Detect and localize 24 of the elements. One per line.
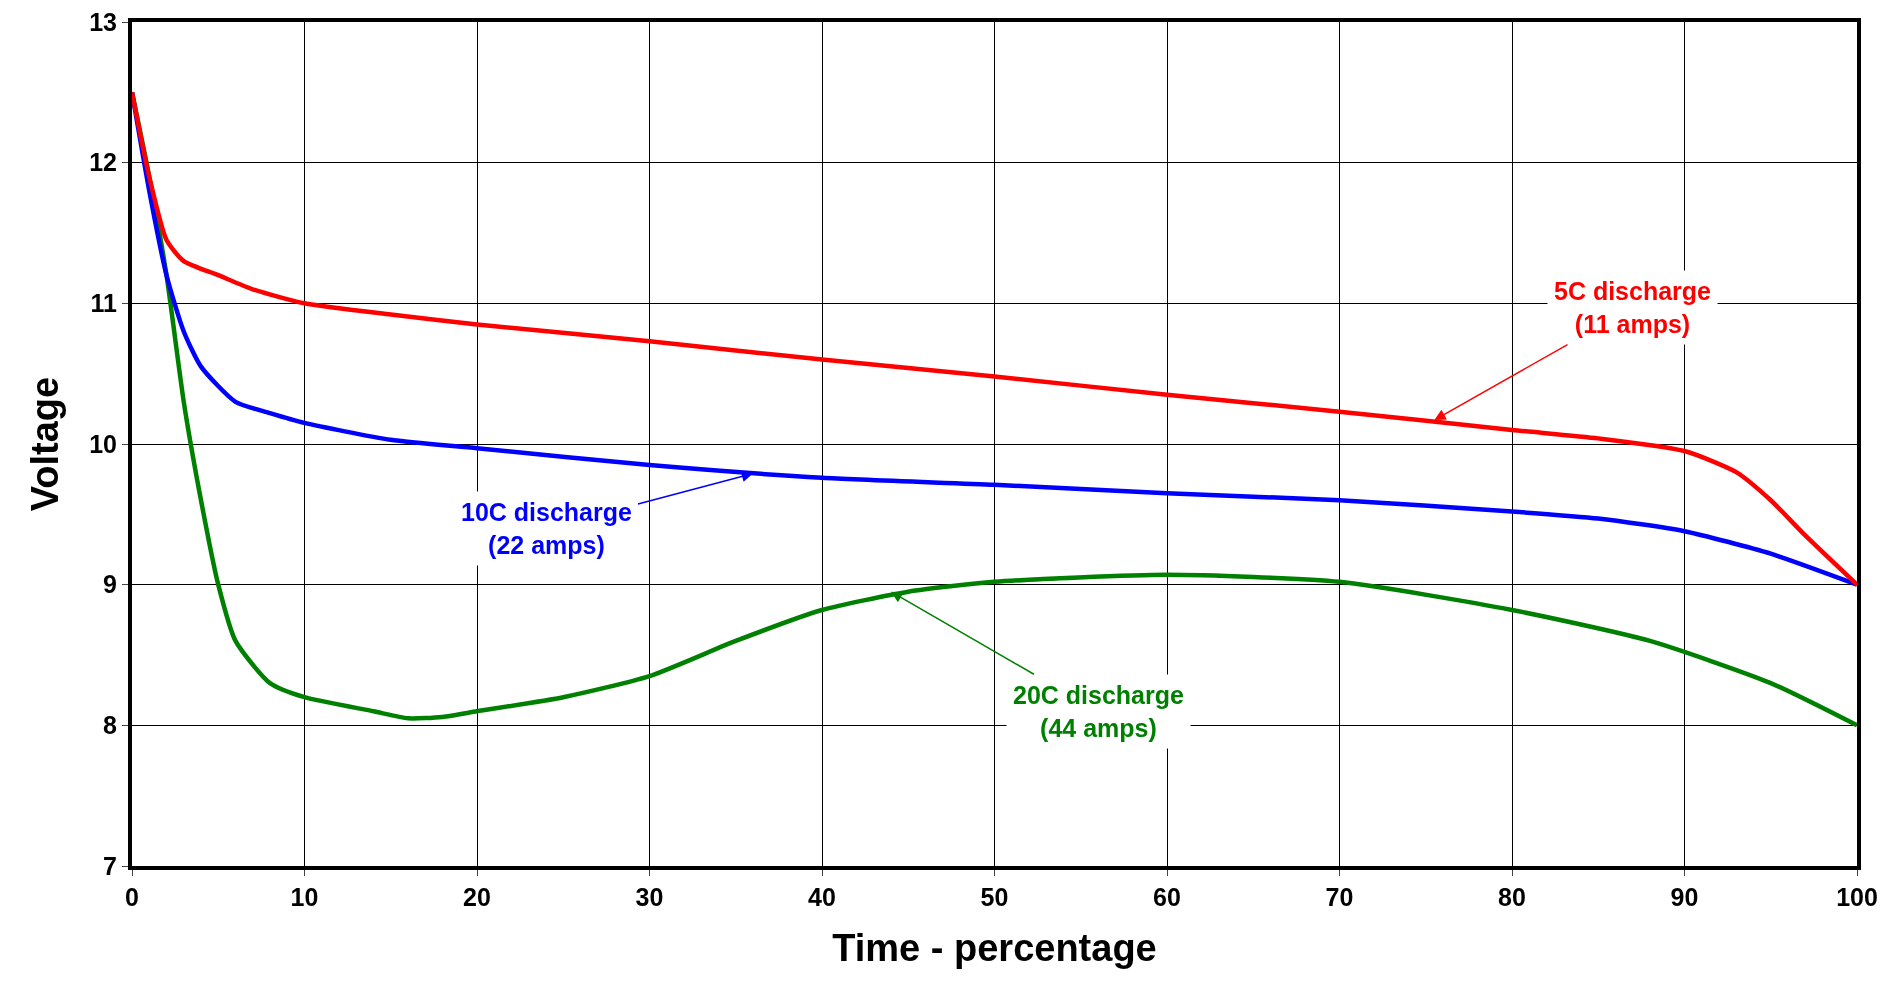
y-tick-label: 7 [103, 851, 117, 880]
y-tick-label: 8 [103, 711, 118, 740]
x-tick-label: 70 [1325, 883, 1354, 911]
annotation: 20C discharge (44 amps) [1013, 681, 1185, 742]
x-tick-label: 10 [290, 883, 319, 911]
x-tick-label: 90 [1670, 883, 1699, 911]
x-tick-label: 100 [1836, 883, 1878, 911]
y-tick-label: 13 [89, 7, 117, 36]
y-axis-title: Voltage [23, 376, 66, 512]
x-tick-label: 0 [125, 883, 139, 911]
y-tick-label: 11 [90, 289, 118, 318]
x-tick-label: 20 [463, 883, 491, 911]
y-tick-label: 10 [89, 429, 117, 458]
y-tick-label: 9 [103, 570, 117, 599]
y-tick-label: 12 [89, 148, 117, 177]
annotation: 5C discharge (11 amps) [1554, 277, 1712, 338]
x-tick-label: 40 [808, 883, 836, 911]
x-tick-label: 30 [635, 883, 664, 911]
annotation: 10C discharge (22 amps) [461, 498, 633, 559]
x-tick-label: 50 [980, 883, 1009, 911]
x-tick-label: 60 [1153, 883, 1181, 911]
x-axis-title: Time - percentage [832, 926, 1157, 969]
line-series [132, 90, 1857, 587]
x-tick-label: 80 [1498, 883, 1526, 911]
